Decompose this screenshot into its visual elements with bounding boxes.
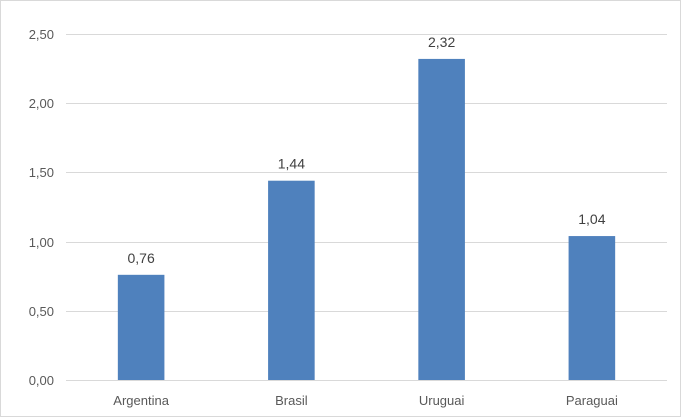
bar (268, 180, 315, 380)
x-tick-label: Paraguai (566, 393, 618, 408)
y-tick-label: 1,00 (29, 235, 54, 250)
y-tick-label: 2,50 (29, 27, 54, 42)
x-tick-label: Brasil (275, 393, 308, 408)
x-tick-label: Argentina (113, 393, 169, 408)
x-tick-label: Uruguai (419, 393, 465, 408)
y-tick-label: 0,50 (29, 304, 54, 319)
x-axis-tick-labels: Argentina Brasil Uruguai Paraguai (113, 393, 618, 408)
y-axis-tick-labels: 0,00 0,50 1,00 1,50 2,00 2,50 (29, 27, 54, 388)
bar (418, 58, 465, 381)
y-tick-label: 1,50 (29, 165, 54, 180)
data-label: 0,76 (128, 250, 155, 266)
data-label: 1,44 (278, 156, 305, 172)
y-tick-label: 0,00 (29, 373, 54, 388)
bar (568, 236, 616, 380)
data-label: 1,04 (578, 211, 605, 227)
data-label: 2,32 (428, 34, 455, 50)
bars (117, 58, 616, 381)
y-tick-label: 2,00 (29, 96, 54, 111)
data-labels: 0,76 1,44 2,32 1,04 (128, 34, 606, 266)
bar (117, 274, 165, 380)
gridlines (66, 34, 667, 381)
